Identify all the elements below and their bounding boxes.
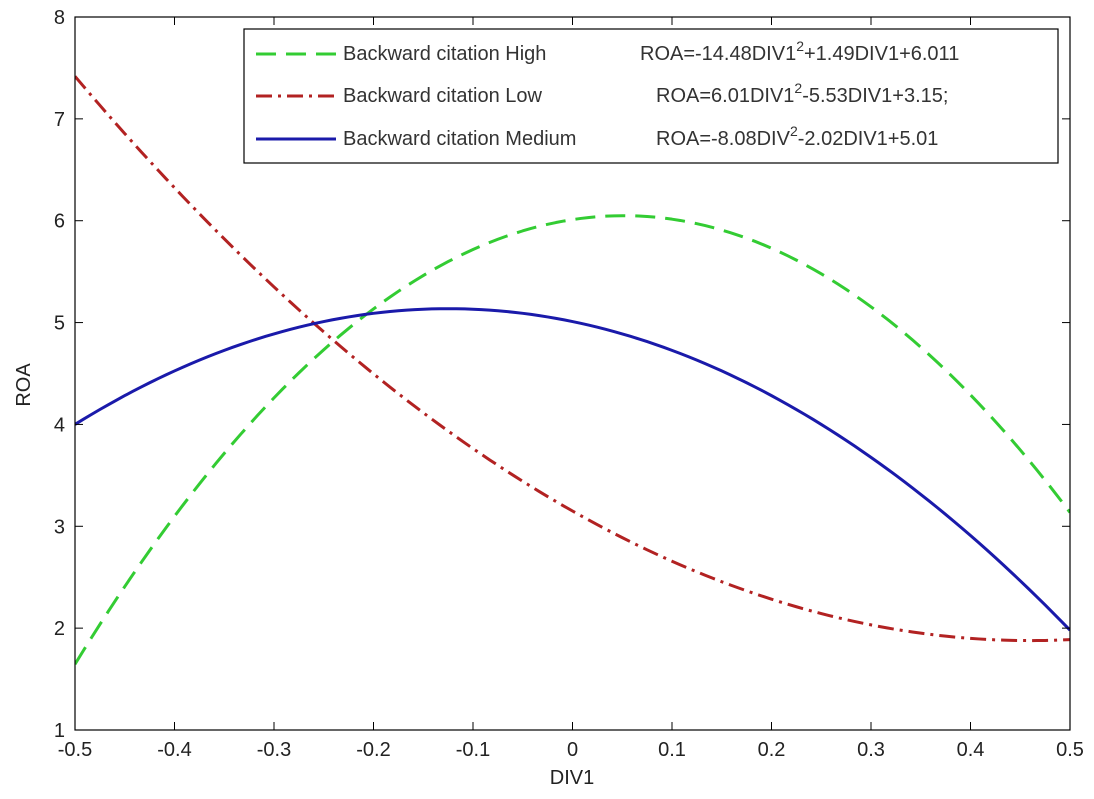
x-tick-label: 0.1 (658, 739, 686, 761)
x-tick-label: 0.3 (857, 739, 885, 761)
legend-label-3: Backward citation Medium (343, 128, 576, 150)
x-tick-label: -0.2 (356, 739, 390, 761)
x-axis-title: DIV1 (550, 767, 594, 789)
equation-main: ROA=-8.08DIV (656, 128, 791, 150)
series-line-2 (75, 75, 1070, 643)
x-axis: -0.5 -0.4 -0.3 -0.2 -0.1 0 0.1 0.2 0.3 0.4 0.5 (58, 17, 1084, 761)
series-line-3 (75, 307, 1070, 632)
y-tick-label: 5 (54, 313, 65, 335)
y-tick-label: 6 (54, 211, 65, 233)
equation-tail: +1.49DIV1+6.011 (804, 43, 959, 65)
x-tick-label: -0.1 (456, 739, 490, 761)
legend-equation-3: ROA=-8.08DIV2-2.02DIV1+5.01 (656, 123, 938, 150)
series-line-1 (75, 214, 1070, 665)
legend-label-2: Backward citation Low (343, 85, 543, 107)
y-tick-label: 2 (54, 618, 65, 640)
y-tick-label: 7 (54, 109, 65, 131)
equation-main: ROA=-14.48DIV1 (640, 43, 796, 65)
y-tick-label: 1 (54, 720, 65, 742)
x-tick-label: -0.4 (157, 739, 191, 761)
y-tick-label: 8 (54, 7, 65, 29)
x-tick-label: -0.5 (58, 739, 92, 761)
legend-equation-1: ROA=-14.48DIV12+1.49DIV1+6.011 (640, 38, 959, 65)
x-tick-label: 0.5 (1056, 739, 1084, 761)
y-axis: 1 2 3 4 5 6 7 8 (54, 7, 1070, 742)
y-tick-label: 4 (54, 414, 65, 436)
equation-tail: -5.53DIV1+3.15; (802, 85, 948, 107)
y-axis-title: ROA (13, 363, 35, 407)
x-tick-label: 0 (567, 739, 578, 761)
x-tick-label: -0.3 (257, 739, 291, 761)
equation-tail: -2.02DIV1+5.01 (798, 128, 939, 150)
series-layer (75, 75, 1070, 665)
x-tick-label: 0.4 (957, 739, 985, 761)
equation-main: ROA=6.01DIV1 (656, 85, 794, 107)
equation-exponent: 2 (796, 38, 804, 54)
legend-equation-2: ROA=6.01DIV12-5.53DIV1+3.15; (656, 80, 948, 107)
x-tick-label: 0.2 (758, 739, 786, 761)
y-tick-label: 3 (54, 516, 65, 538)
legend: Backward citation High ROA=-14.48DIV12+1.… (243, 28, 1059, 164)
legend-label-1: Backward citation High (343, 43, 546, 65)
legend-box (243, 28, 1059, 164)
equation-exponent: 2 (790, 123, 798, 139)
equation-exponent: 2 (794, 80, 802, 96)
